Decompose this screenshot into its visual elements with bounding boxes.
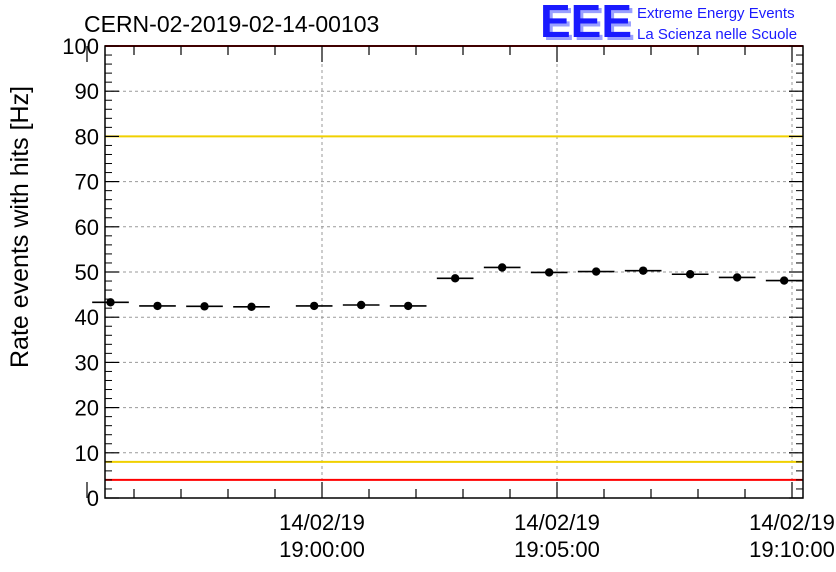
x-tick-date: 14/02/19 bbox=[514, 510, 600, 535]
y-tick-label: 60 bbox=[75, 215, 99, 240]
x-tick-time: 19:10:00 bbox=[749, 537, 835, 562]
point-marker bbox=[403, 301, 413, 311]
point-marker bbox=[450, 274, 460, 283]
y-axis: 0 10 20 30 40 50 60 70 80 90 100 bbox=[62, 34, 803, 511]
y-tick-label: 0 bbox=[87, 486, 99, 511]
data-point bbox=[671, 270, 709, 279]
data-point bbox=[92, 298, 129, 307]
y-tick-label: 100 bbox=[62, 34, 99, 59]
y-tick-label: 40 bbox=[75, 305, 99, 330]
y-tick-label: 50 bbox=[75, 260, 99, 285]
svg-text:EEE: EEE bbox=[543, 0, 635, 50]
point-marker bbox=[638, 266, 648, 275]
data-point bbox=[139, 301, 176, 311]
data-point bbox=[342, 300, 380, 310]
point-marker bbox=[309, 301, 319, 311]
data-point bbox=[295, 301, 333, 311]
point-marker bbox=[497, 263, 507, 272]
data-point bbox=[577, 267, 615, 276]
reference-lines bbox=[105, 45, 803, 481]
y-tick-label: 70 bbox=[75, 170, 99, 195]
grid bbox=[105, 46, 803, 498]
point-marker bbox=[356, 300, 366, 310]
x-tick-time: 19:00:00 bbox=[279, 537, 365, 562]
logo-line-2: La Scienza nelle Scuole bbox=[637, 26, 797, 43]
logo-line-1: Extreme Energy Events bbox=[637, 5, 795, 22]
data-point bbox=[436, 274, 474, 283]
point-marker bbox=[779, 276, 789, 285]
y-tick-label: 90 bbox=[75, 79, 99, 104]
y-tick-label: 20 bbox=[75, 396, 99, 421]
x-tick-date: 14/02/19 bbox=[279, 510, 365, 535]
point-marker bbox=[591, 267, 601, 276]
data-point bbox=[233, 302, 270, 312]
data-points bbox=[92, 263, 803, 312]
eee-logo: EEE EEE Extreme Energy Events La Scienza… bbox=[540, 0, 797, 50]
point-marker bbox=[106, 298, 115, 307]
y-tick-label: 30 bbox=[75, 350, 99, 375]
data-point bbox=[624, 266, 662, 275]
x-axis: 14/02/1919:00:0014/02/1919:05:0014/02/19… bbox=[86, 46, 835, 562]
point-marker bbox=[732, 273, 742, 282]
point-marker bbox=[153, 301, 162, 311]
x-tick-time: 19:05:00 bbox=[514, 537, 600, 562]
point-marker bbox=[685, 270, 695, 279]
chart-title: CERN-02-2019-02-14-00103 bbox=[84, 11, 379, 37]
data-point bbox=[483, 263, 521, 272]
x-tick-date: 14/02/19 bbox=[749, 510, 835, 535]
data-point bbox=[389, 301, 427, 311]
y-tick-label: 10 bbox=[75, 441, 99, 466]
point-marker bbox=[247, 302, 256, 312]
data-point bbox=[186, 302, 223, 311]
data-point bbox=[718, 273, 756, 282]
data-point bbox=[530, 268, 568, 277]
y-axis-label: Rate events with hits [Hz] bbox=[6, 86, 34, 368]
point-marker bbox=[200, 302, 209, 311]
point-marker bbox=[544, 268, 554, 277]
y-tick-label: 80 bbox=[75, 124, 99, 149]
logo-mark: EEE bbox=[540, 0, 632, 47]
